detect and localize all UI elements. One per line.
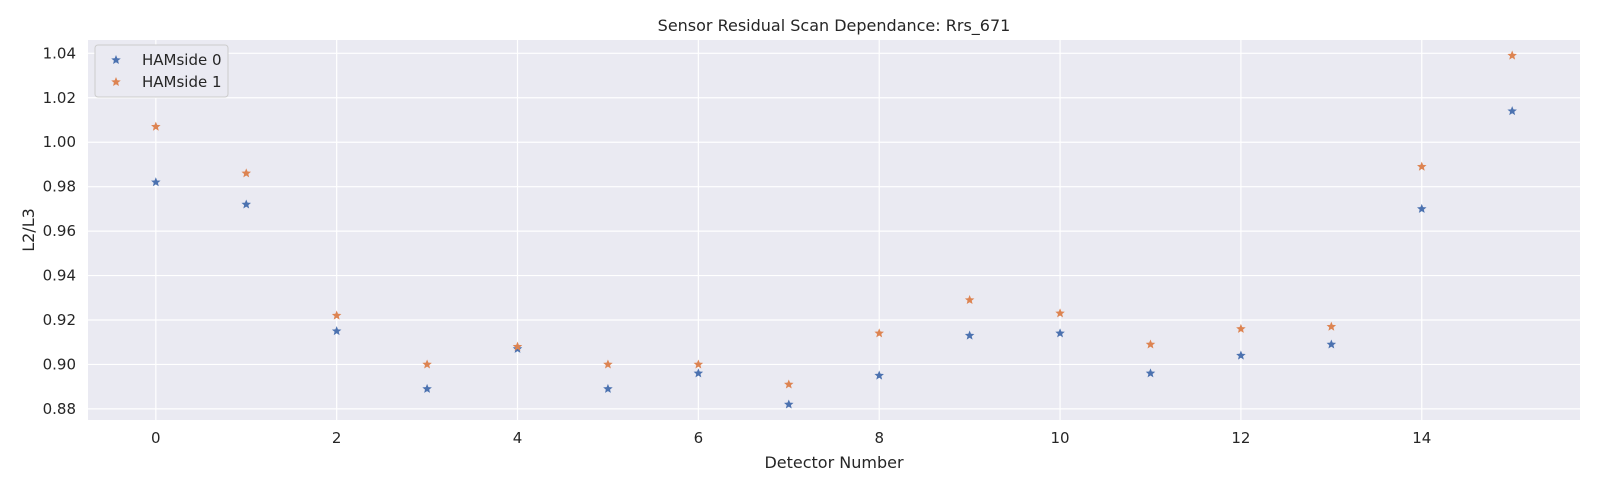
data-point: [331, 326, 342, 336]
data-point: [1145, 339, 1156, 349]
y-tick-labels: 0.88 0.90 0.92 0.94 0.96 0.98 1.00 1.02 1.04: [43, 44, 76, 418]
x-tick-label: 10: [1051, 429, 1070, 447]
y-tick-label: 0.96: [43, 222, 76, 240]
data-point: [784, 379, 794, 389]
chart-title: Sensor Residual Scan Dependance: Rrs_671: [658, 16, 1011, 36]
data-point: [422, 359, 432, 369]
data-point: [693, 368, 704, 378]
data-point: [1326, 321, 1337, 331]
x-tick-labels: 0 2 4 6 8 10 12 14: [151, 429, 1431, 447]
legend-marker-1: [111, 77, 121, 87]
data-points: [151, 50, 1517, 409]
data-point: [151, 121, 161, 131]
data-point: [603, 383, 613, 393]
y-tick-label: 1.00: [43, 133, 76, 151]
data-point: [1236, 350, 1246, 360]
data-point: [874, 328, 884, 338]
legend: HAMside 0 HAMside 1: [94, 44, 229, 98]
x-tick-label: 0: [151, 429, 161, 447]
x-tick-label: 2: [332, 429, 342, 447]
data-point: [1055, 308, 1065, 318]
data-point: [784, 399, 794, 409]
grid-lines: [88, 40, 1580, 420]
y-tick-label: 1.04: [43, 44, 76, 62]
y-tick-label: 0.88: [43, 400, 76, 418]
data-point: [422, 383, 432, 393]
data-point: [512, 341, 523, 351]
legend-marker-0: [111, 55, 121, 65]
data-point: [964, 295, 975, 305]
x-tick-label: 14: [1412, 429, 1431, 447]
y-tick-label: 0.92: [43, 311, 76, 329]
data-point: [874, 370, 884, 380]
data-point: [1145, 368, 1156, 378]
data-point: [241, 199, 251, 209]
x-tick-label: 8: [874, 429, 884, 447]
y-tick-label: 0.90: [43, 355, 76, 373]
data-point: [331, 310, 342, 320]
series-0-points: [151, 106, 1517, 409]
data-point: [1417, 161, 1427, 171]
data-point: [1055, 328, 1065, 338]
data-point: [603, 359, 613, 369]
data-point: [1236, 323, 1246, 333]
y-tick-label: 0.94: [43, 267, 76, 285]
legend-label-0: HAMside 0: [142, 51, 222, 69]
x-tick-label: 12: [1231, 429, 1250, 447]
legend-label-1: HAMside 1: [142, 73, 222, 91]
y-axis-label: L2/L3: [19, 208, 38, 252]
data-point: [964, 330, 975, 340]
legend-box: [94, 44, 229, 98]
data-point: [151, 177, 161, 187]
y-tick-label: 1.02: [43, 89, 76, 107]
data-point: [693, 359, 704, 369]
series-1-points: [151, 50, 1517, 389]
data-point: [1417, 203, 1427, 213]
x-tick-label: 4: [513, 429, 523, 447]
x-tick-label: 6: [694, 429, 704, 447]
y-tick-label: 0.98: [43, 178, 76, 196]
x-axis-label: Detector Number: [764, 453, 904, 472]
data-point: [1507, 106, 1517, 116]
data-point: [1507, 50, 1517, 60]
data-point: [241, 168, 251, 178]
data-point: [1326, 339, 1337, 349]
plot-background: [88, 40, 1580, 420]
